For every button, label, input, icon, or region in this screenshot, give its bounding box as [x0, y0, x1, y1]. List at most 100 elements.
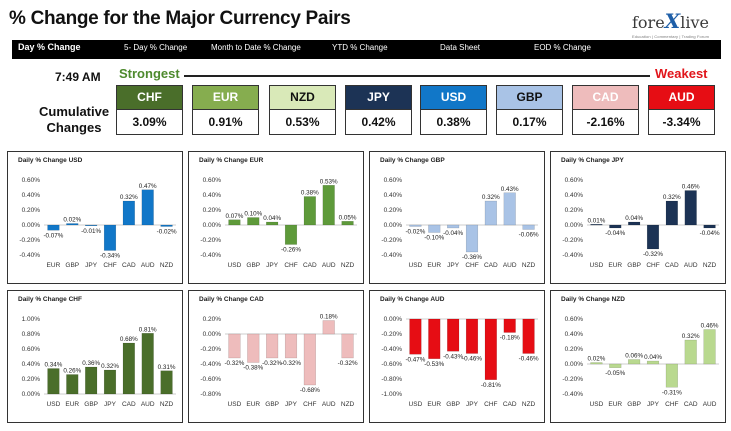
x-tick-label: CAD [684, 401, 698, 408]
y-tick-label: 0.40% [22, 192, 41, 199]
data-label: 0.32% [682, 333, 700, 340]
logo-tagline: Education | Commentary | Trading Forum [632, 34, 710, 39]
bar-gbp [66, 223, 79, 226]
data-label: 0.32% [101, 363, 119, 370]
chart-svg: 0.60% 0.40% 0.20% 0.00% -0.20% -0.40% 0.02% USD… [562, 316, 719, 408]
data-label: -0.36% [462, 254, 482, 261]
chart-svg: 0.60% 0.40% 0.20% 0.00% -0.20% -0.40% 0.01% USD… [562, 177, 720, 269]
y-tick-label: -0.20% [562, 237, 583, 244]
pair-value: 0.17% [496, 110, 563, 135]
x-tick-label: CHF [646, 262, 659, 269]
bar-eur [66, 374, 79, 395]
bar-aud [322, 185, 335, 226]
bar-gbp [266, 333, 279, 359]
x-tick-label: EUR [47, 262, 61, 269]
y-tick-label: 0.40% [22, 361, 41, 368]
x-tick-label: GBP [65, 262, 79, 269]
x-tick-label: JPY [647, 401, 660, 408]
chart-panel-usd: Daily % Change USD 0.60% 0.40% 0.20% 0.00% -0… [7, 151, 183, 284]
x-tick-label: GBP [265, 401, 279, 408]
data-label: 0.02% [587, 356, 605, 363]
data-label: 0.34% [44, 362, 62, 369]
x-tick-label: GBP [246, 262, 260, 269]
data-label: -0.68% [300, 387, 320, 394]
x-tick-label: JPY [447, 262, 460, 269]
data-label: -0.05% [605, 370, 625, 377]
pair-jpy: JPY 0.42% [345, 85, 412, 135]
data-label: 0.53% [320, 178, 338, 185]
pair-aud: AUD -3.34% [648, 85, 715, 135]
bar-aud [141, 333, 154, 395]
pair-name: CHF [116, 85, 183, 110]
y-tick-label: 0.00% [384, 316, 403, 323]
bar-jpy [284, 333, 298, 359]
x-tick-label: EUR [427, 401, 441, 408]
bar-eur [247, 333, 260, 363]
y-tick-label: -0.60% [200, 376, 221, 383]
x-tick-label: CHF [665, 401, 678, 408]
tab-ytd-change[interactable]: YTD % Change [332, 43, 388, 52]
chart-title: Daily % Change NZD [561, 296, 625, 303]
strongest-label: Strongest [119, 66, 180, 81]
data-label: 0.05% [339, 214, 357, 221]
pair-gbp: GBP 0.17% [496, 85, 563, 135]
data-label: 0.04% [625, 215, 643, 222]
data-label: 0.06% [625, 353, 643, 360]
bar-nzd [522, 318, 535, 354]
x-tick-label: CHF [484, 401, 497, 408]
logo-x: X [664, 9, 681, 33]
chart-panel-eur: Daily % Change EUR 0.60% 0.40% 0.20% 0.00% -0… [188, 151, 364, 284]
y-tick-label: -0.60% [381, 361, 402, 368]
x-tick-label: NZD [522, 401, 536, 408]
data-label: -0.46% [462, 356, 482, 363]
y-tick-label: 0.60% [565, 177, 584, 184]
chart-title: Daily % Change CHF [18, 296, 82, 303]
tab-eod-change[interactable]: EOD % Change [534, 43, 591, 52]
x-tick-label: CAD [503, 401, 517, 408]
data-label: -0.26% [281, 247, 301, 254]
tab-day-change[interactable]: Day % Change [18, 42, 81, 52]
chart-svg: 0.60% 0.40% 0.20% 0.00% -0.20% -0.40% -0.07% EU… [19, 177, 177, 269]
bar-usd [228, 333, 241, 359]
x-tick-label: CHF [103, 262, 116, 269]
data-label: -0.38% [243, 365, 263, 372]
pair-name: JPY [345, 85, 412, 110]
data-label: -0.10% [424, 235, 444, 242]
chart-panel-gbp: Daily % Change GBP 0.60% 0.40% 0.20% 0.00% -0… [369, 151, 545, 284]
data-label: -0.47% [405, 356, 425, 363]
y-tick-label: -0.40% [562, 252, 583, 259]
y-tick-label: 0.20% [203, 207, 222, 214]
tab-bar: Day % Change 5- Day % Change Month to Da… [12, 40, 721, 59]
pair-eur: EUR 0.91% [192, 85, 259, 135]
y-tick-label: 0.60% [22, 346, 41, 353]
y-tick-label: 0.00% [22, 391, 41, 398]
bar-chf [103, 224, 117, 251]
tab-5-day-change[interactable]: 5- Day % Change [124, 43, 188, 52]
data-label: 0.68% [120, 336, 138, 343]
x-tick-label: CHF [465, 262, 478, 269]
y-tick-label: -0.20% [381, 331, 402, 338]
bar-eur [609, 363, 622, 368]
bar-jpy [85, 224, 98, 227]
y-tick-label: 0.20% [565, 207, 584, 214]
x-tick-label: JPY [266, 262, 279, 269]
bar-aud [141, 189, 154, 226]
y-tick-label: -0.40% [200, 252, 221, 259]
y-tick-label: 0.60% [203, 177, 222, 184]
tab-month-to-date-change[interactable]: Month to Date % Change [211, 43, 301, 52]
bar-nzd [522, 224, 535, 230]
bar-nzd [341, 221, 354, 226]
y-tick-label: 0.80% [22, 331, 41, 338]
bar-cad [122, 342, 135, 395]
data-label: 0.26% [63, 368, 81, 375]
data-label: 0.38% [301, 190, 319, 197]
y-tick-label: 0.00% [565, 361, 584, 368]
y-tick-label: -0.20% [200, 237, 221, 244]
y-tick-label: -0.40% [200, 361, 221, 368]
data-label: -0.32% [262, 360, 282, 367]
x-tick-label: NZD [341, 262, 355, 269]
tab-data-sheet[interactable]: Data Sheet [440, 43, 481, 52]
bar-nzd [341, 333, 354, 359]
data-label: 0.02% [63, 217, 81, 224]
pair-name: USD [420, 85, 487, 110]
